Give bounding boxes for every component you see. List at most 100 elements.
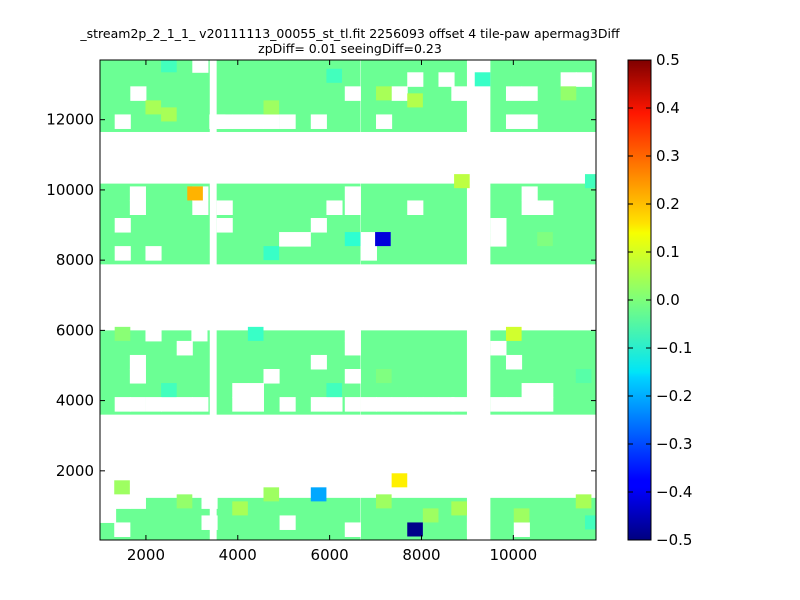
heatmap-cell [247, 326, 264, 341]
colorbar-tick-label: −0.4 [656, 483, 692, 501]
heatmap-region-11 [490, 183, 596, 265]
heatmap-empty-cell [232, 383, 249, 398]
heatmap-empty-cell [376, 397, 393, 412]
heatmap-empty-cell [129, 397, 146, 412]
colorbar-ticks: 0.5 0.4 0.3 0.2 0.1 0.0 −0.1 −0.2 −0.3 −0.4 −0.5 [628, 51, 692, 549]
x-tick-label: 4000 [219, 546, 257, 564]
heatmap-cell [344, 232, 361, 247]
heatmap-empty-cell [360, 397, 377, 412]
heatmap-empty-cell [407, 72, 424, 87]
heatmap-cell [391, 473, 408, 488]
heatmap-cell [263, 246, 280, 261]
heatmap-cell [161, 383, 177, 398]
heatmap-empty-cell [521, 186, 538, 201]
colorbar-tick-label: −0.5 [656, 531, 692, 549]
heatmap-empty-cell [326, 397, 343, 412]
heatmap-empty-cell [145, 246, 162, 261]
heatmap-empty-cell [100, 494, 117, 509]
heatmap-region-9 [216, 183, 361, 265]
colorbar-tick-label: −0.1 [656, 339, 692, 357]
heatmap-cell [375, 232, 391, 247]
heatmap-empty-cell [232, 114, 249, 129]
heatmap-empty-cell [326, 200, 343, 215]
heatmap-empty-cell [505, 114, 523, 129]
heatmap-cell [145, 100, 162, 115]
heatmap-empty-cell [344, 368, 361, 384]
heatmap-empty-cell [176, 397, 193, 412]
heatmap-empty-cell [279, 397, 296, 412]
heatmap-empty-cell [129, 186, 146, 201]
heatmap-empty-cell [490, 232, 507, 247]
heatmap-empty-cell [482, 480, 499, 495]
heatmap-cell [232, 501, 248, 516]
heatmap-empty-cell [263, 114, 280, 129]
heatmap-empty-cell [295, 480, 312, 495]
heatmap-empty-cell [391, 86, 408, 101]
colorbar-tick-label: −0.3 [656, 435, 692, 453]
heatmap-empty-cell [422, 397, 439, 412]
heatmap-empty-cell [575, 72, 592, 87]
heatmap-empty-cell [521, 200, 538, 215]
heatmap-empty-cell [161, 397, 178, 412]
chart-title-line2: zpDiff= 0.01 seeingDiff=0.23 [258, 41, 442, 56]
heatmap-empty-cell [360, 246, 377, 261]
plot-area: 2000 4000 6000 8000 10000 2000 4000 6000 8000 10… [46, 59, 597, 564]
heatmap-cell [376, 368, 392, 384]
heatmap-empty-cell [279, 515, 296, 530]
y-tick-label: 6000 [56, 321, 94, 339]
heatmap-cell [326, 383, 343, 398]
heatmap-empty-cell [161, 480, 178, 495]
colorbar-tick-label: 0.1 [656, 243, 680, 261]
heatmap-empty-cell [407, 397, 424, 412]
heatmap-empty-cell [407, 200, 424, 215]
heatmap-cell [310, 487, 327, 502]
heatmap-empty-cell [521, 397, 538, 412]
colorbar-tick-label: 0.2 [656, 195, 680, 213]
heatmap-empty-cell [192, 200, 209, 215]
heatmap-empty-cell [537, 200, 554, 215]
heatmap-empty-cell [247, 383, 264, 398]
chart-title: _stream2p_2_1_1_ v20111113_00055_st_tl.f… [0, 26, 700, 56]
heatmap-empty-cell [232, 397, 249, 412]
heatmap-cell [513, 508, 530, 523]
heatmap-empty-cell [344, 480, 361, 495]
heatmap-cell [263, 487, 280, 502]
heatmap-empty-cell [451, 397, 468, 412]
heatmap-empty-cell [466, 515, 484, 530]
y-tick-label: 12000 [46, 111, 94, 129]
heatmap-empty-cell [490, 397, 507, 412]
y-tick-label: 10000 [46, 181, 94, 199]
heatmap-empty-cell [192, 480, 209, 495]
heatmap-empty-cell [191, 326, 208, 342]
heatmap-empty-cell [537, 397, 554, 412]
heatmap-cell [187, 186, 203, 201]
heatmap-empty-cell [263, 368, 280, 384]
heatmap-empty-cell [310, 354, 327, 370]
heatmap-empty-cell [294, 232, 311, 247]
heatmap-empty-cell [451, 86, 468, 101]
heatmap-cell [560, 86, 577, 101]
heatmap-empty-cell [201, 494, 218, 509]
heatmap-empty-cell [438, 397, 455, 412]
heatmap-empty-cell [537, 383, 554, 398]
heatmap-empty-cell [376, 114, 393, 129]
heatmap-empty-cell [310, 218, 327, 233]
heatmap-empty-cell [391, 397, 408, 412]
heatmap-empty-cell [279, 232, 296, 247]
heatmap-empty-cell [100, 508, 117, 523]
heatmap-empty-cell [114, 114, 131, 129]
colorbar-tick-label: −0.2 [656, 387, 692, 405]
heatmap-empty-cell [129, 200, 146, 215]
y-tick-label: 2000 [56, 462, 94, 480]
heatmap-empty-cell [560, 480, 577, 495]
x-tick-label: 6000 [311, 546, 349, 564]
colorbar: 0.5 0.4 0.3 0.2 0.1 0.0 −0.1 −0.2 −0.3 −0.4 −0.5 [627, 51, 692, 549]
heatmap-empty-cell [176, 480, 193, 495]
heatmap-empty-cell [129, 368, 146, 384]
heatmap-empty-cell [310, 114, 327, 129]
heatmap-empty-cell [114, 522, 131, 537]
heatmap-empty-cell [130, 86, 147, 101]
heatmap-empty-cell [505, 86, 523, 101]
plot-frame [99, 59, 597, 541]
